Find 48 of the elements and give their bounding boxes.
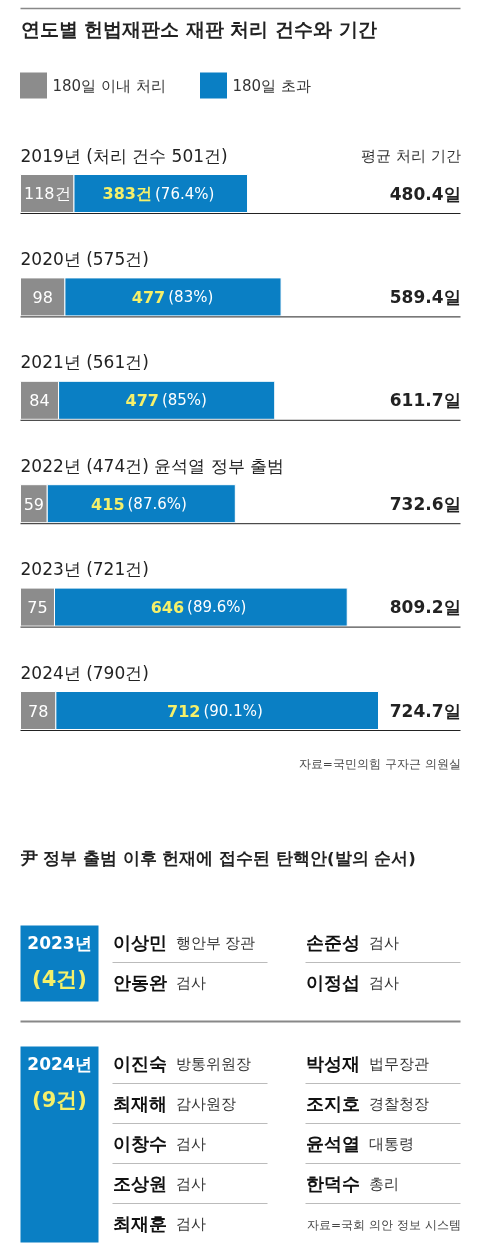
chart-title: 연도별 헌법재판소 재판 처리 건수와 기간: [20, 17, 377, 40]
data-label: 477(83%): [131, 287, 214, 307]
text: 최재훈 검사: [112, 1213, 206, 1234]
data-label: 98: [32, 287, 53, 307]
y-tick-label: 2024년 (790건): [20, 662, 149, 683]
text: 박성재 법무장관: [305, 1053, 429, 1074]
text: 이정섭 검사: [305, 972, 399, 993]
text: 조지호 경찰청장: [305, 1093, 429, 1114]
text: 조상원 검사: [112, 1173, 206, 1194]
data-label: 59: [23, 494, 45, 514]
y-tick-label: 2022년 (474건) 윤석열 정부 출범: [20, 455, 285, 476]
text: 724.7일: [389, 700, 461, 721]
text: 자료=국회 의안 정보 시스템: [307, 1217, 461, 1232]
data-label: (4건): [32, 966, 87, 991]
text: 손준성 검사: [305, 932, 399, 953]
data-label: 712(90.1%): [167, 701, 263, 721]
y-tick-label: 2020년 (575건): [20, 248, 149, 269]
text: 이창수 검사: [112, 1133, 206, 1154]
data-label: 75: [27, 598, 48, 618]
category-label: 2023년: [27, 932, 92, 953]
text: 732.6일: [389, 493, 461, 514]
text: 자료=국민의힘 구자근 의원실: [298, 756, 461, 771]
data-label: 118건: [23, 184, 71, 203]
legend-label: 180일 초과: [232, 76, 311, 95]
data-label: 78: [27, 701, 49, 721]
data-label: 84: [29, 391, 50, 411]
legend-label: 180일 이내 처리: [52, 76, 166, 95]
text: 480.4일: [389, 183, 461, 204]
text: 이상민 행안부 장관: [112, 932, 256, 953]
text: 611.7일: [389, 390, 461, 411]
data-label: 415(87.6%): [91, 494, 187, 514]
text: 809.2일: [389, 597, 461, 618]
data-label: 477(85%): [125, 391, 207, 411]
y-tick-label: 2023년 (721건): [20, 559, 149, 580]
data-label: (9건): [32, 1087, 87, 1112]
y-tick-label: 2019년 (처리 건수 501건): [20, 145, 228, 166]
text: 윤석열 대통령: [305, 1133, 414, 1154]
text: 안동완 검사: [112, 972, 206, 993]
data-label: 383건(76.4%): [102, 184, 215, 203]
text: 최재해 감사원장: [112, 1093, 236, 1114]
y-tick-label: 2021년 (561건): [20, 352, 149, 373]
text: 한덕수 총리: [305, 1173, 399, 1194]
category-label: 2024년: [27, 1053, 92, 1074]
text: 589.4일: [389, 286, 461, 307]
text: 尹 정부 출범 이후 헌재에 접수된 탄핵안(발의 순서): [19, 849, 416, 868]
annotation: 평균 처리 기간: [360, 146, 461, 165]
text: 이진숙 방통위원장: [112, 1053, 251, 1074]
data-label: 646(89.6%): [150, 598, 247, 618]
